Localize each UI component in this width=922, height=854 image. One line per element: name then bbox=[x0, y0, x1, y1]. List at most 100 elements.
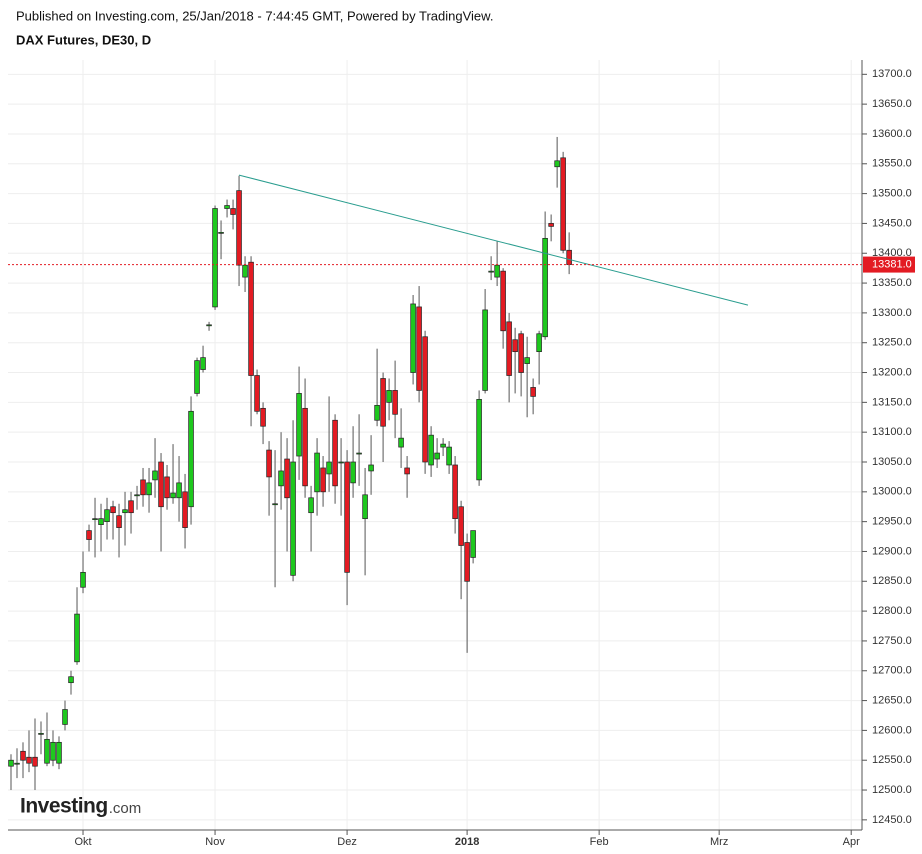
y-tick-label: 13000.0 bbox=[872, 486, 912, 498]
candle-body bbox=[452, 464, 458, 520]
candle-body bbox=[68, 676, 74, 684]
candle-body bbox=[314, 452, 320, 493]
candle-body bbox=[62, 709, 68, 725]
candle-body bbox=[14, 762, 20, 765]
candle-body bbox=[554, 160, 560, 168]
candle-body bbox=[398, 437, 404, 448]
y-tick-label: 13350.0 bbox=[872, 277, 912, 289]
candle-body bbox=[488, 270, 494, 273]
candle-body bbox=[524, 357, 530, 364]
y-tick-label: 13550.0 bbox=[872, 158, 912, 170]
candle-body bbox=[434, 452, 440, 460]
candle-body bbox=[338, 461, 344, 464]
candle-body bbox=[74, 613, 80, 663]
candle-body bbox=[272, 503, 278, 506]
candle-body bbox=[206, 324, 212, 327]
last-price-box bbox=[863, 256, 915, 273]
candle-body bbox=[536, 333, 542, 353]
logo: Investing bbox=[20, 795, 108, 818]
candle-body bbox=[506, 321, 512, 376]
candle-body bbox=[146, 482, 152, 496]
candle-body bbox=[368, 464, 374, 472]
y-tick-label: 13150.0 bbox=[872, 396, 912, 408]
candle-body bbox=[356, 452, 362, 455]
candle-body bbox=[284, 458, 290, 499]
candle-body bbox=[242, 264, 248, 278]
candle-body bbox=[230, 208, 236, 215]
grid bbox=[8, 60, 862, 830]
candle-body bbox=[464, 542, 470, 582]
y-tick-label: 12700.0 bbox=[872, 665, 912, 677]
candle-body bbox=[392, 390, 398, 415]
candle-body bbox=[200, 357, 206, 370]
trendline bbox=[238, 174, 749, 306]
header: Published on Investing.com, 25/Jan/2018 … bbox=[16, 8, 493, 23]
x-tick-label: Feb bbox=[590, 836, 609, 848]
y-tick-label: 12800.0 bbox=[872, 605, 912, 617]
candle-body bbox=[80, 571, 86, 588]
y-tick-label: 13500.0 bbox=[872, 188, 912, 200]
candle-body bbox=[38, 733, 44, 735]
y-tick-label: 12950.0 bbox=[872, 516, 912, 528]
candle-body bbox=[404, 467, 410, 475]
candle-body bbox=[44, 738, 50, 764]
candle-body bbox=[326, 461, 332, 475]
candle-body bbox=[560, 157, 566, 251]
y-tick-label: 13100.0 bbox=[872, 426, 912, 438]
candle-body bbox=[56, 741, 62, 764]
candle-body bbox=[224, 205, 230, 209]
candle-body bbox=[362, 494, 368, 520]
candle-body bbox=[26, 756, 32, 764]
y-tick-label: 13700.0 bbox=[872, 68, 912, 80]
candle-body bbox=[182, 491, 188, 528]
candle-body bbox=[278, 470, 284, 487]
candle-body bbox=[254, 375, 260, 412]
y-tick-label: 13200.0 bbox=[872, 366, 912, 378]
candle-body bbox=[530, 387, 536, 397]
candle-body bbox=[176, 482, 182, 499]
candle-body bbox=[458, 506, 464, 546]
candle-body bbox=[50, 741, 56, 761]
candle-body bbox=[188, 410, 194, 508]
x-tick-label: Mrz bbox=[710, 836, 728, 848]
last-price-label: 13381.0 bbox=[872, 258, 912, 270]
candle-body bbox=[566, 249, 572, 265]
candle-body bbox=[236, 190, 242, 266]
x-tick-label: Apr bbox=[843, 836, 860, 848]
y-tick-label: 12550.0 bbox=[872, 754, 912, 766]
candle-body bbox=[428, 434, 434, 466]
y-tick-label: 12750.0 bbox=[872, 635, 912, 647]
candle-body bbox=[320, 467, 326, 493]
candle-body bbox=[116, 515, 122, 528]
y-tick-label: 12500.0 bbox=[872, 784, 912, 796]
candle-body bbox=[548, 223, 554, 227]
candle-body bbox=[470, 530, 476, 558]
candle-body bbox=[308, 497, 314, 514]
candle-body bbox=[212, 208, 218, 308]
candle-body bbox=[518, 333, 524, 373]
candle-body bbox=[542, 237, 548, 338]
x-tick-label: Nov bbox=[205, 836, 225, 848]
candle-body bbox=[482, 309, 488, 391]
y-tick-label: 13650.0 bbox=[872, 98, 912, 110]
candle-body bbox=[410, 303, 416, 373]
y-tick-label: 13250.0 bbox=[872, 337, 912, 349]
candle-body bbox=[350, 461, 356, 484]
candle-body bbox=[374, 404, 380, 421]
candle-body bbox=[32, 756, 38, 767]
candle-body bbox=[386, 390, 392, 403]
x-tick-label: Okt bbox=[74, 836, 91, 848]
candle-body bbox=[332, 419, 338, 487]
plot bbox=[8, 136, 862, 791]
candle-body bbox=[344, 461, 350, 573]
candle-body bbox=[380, 378, 386, 427]
candle-body bbox=[104, 509, 110, 522]
candle-body bbox=[122, 509, 128, 514]
candle-body bbox=[500, 270, 506, 332]
candle-body bbox=[440, 443, 446, 448]
candle-body bbox=[164, 476, 170, 499]
candle-body bbox=[218, 232, 224, 234]
candle-body bbox=[260, 407, 266, 427]
candle-body bbox=[140, 479, 146, 496]
